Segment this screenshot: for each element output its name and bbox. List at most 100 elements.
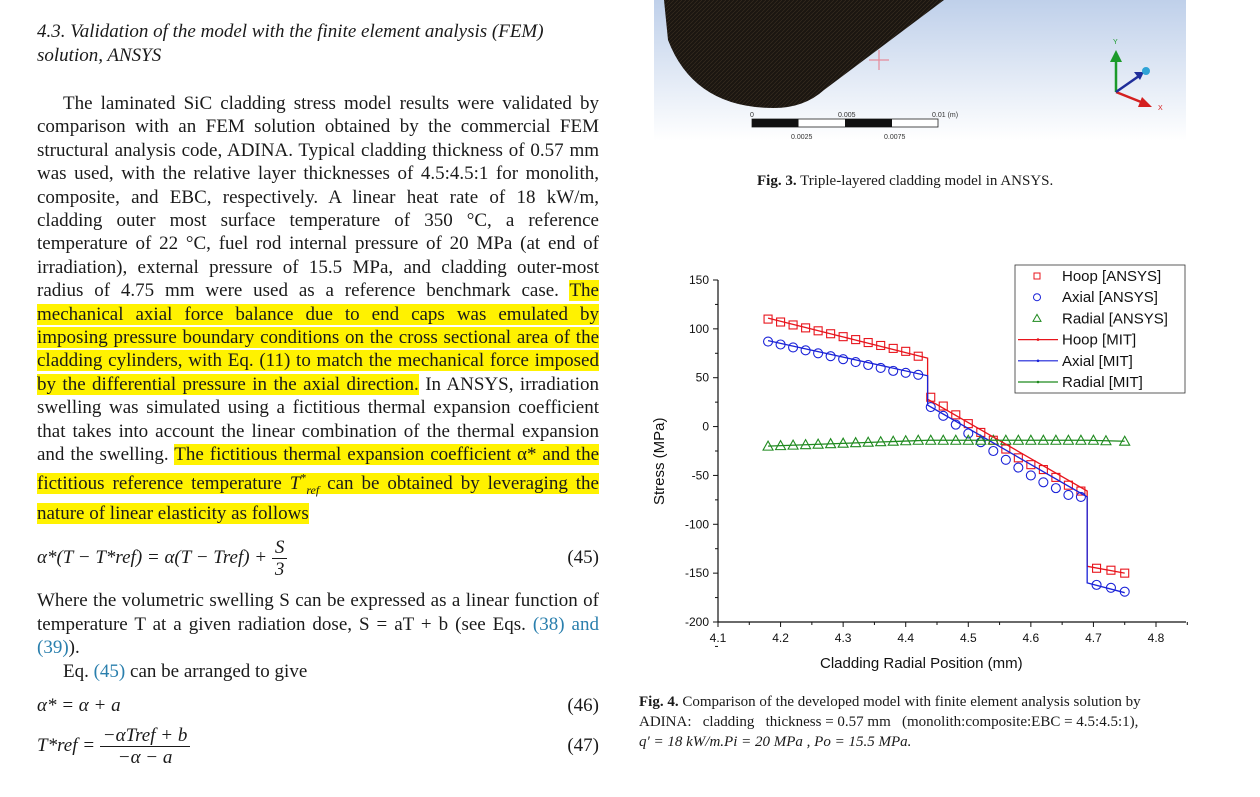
y-axis-label: Stress (MPa) [651, 417, 668, 505]
denominator: 3 [274, 559, 285, 581]
figure-3-caption: Fig. 3. Triple-layered cladding model in… [757, 171, 1053, 191]
section-heading-line1: 4.3. Validation of the model with the fi… [37, 21, 544, 42]
circle-marker [925, 401, 936, 413]
ref-subscript: ref [306, 482, 320, 497]
paragraph-text: Where the volumetric swelling S can be e… [37, 590, 599, 635]
square-marker [813, 326, 823, 336]
y-tick-label: 50 [696, 371, 710, 385]
circle-marker [938, 410, 949, 421]
circle-marker [1050, 483, 1061, 494]
equation-number: (46) [567, 695, 599, 717]
series-line [767, 339, 1125, 594]
square-marker [838, 332, 848, 342]
circle-marker [1091, 579, 1102, 590]
paragraph-text: The laminated SiC cladding stress model … [37, 93, 599, 302]
circle-marker [838, 354, 849, 365]
square-marker [1013, 453, 1023, 463]
y-tick-label: -150 [685, 566, 709, 580]
equation-reference-link[interactable]: (45) [93, 660, 126, 682]
legend-entry: Radial [MIT] [1062, 374, 1143, 391]
y-tick-label: -200 [685, 615, 709, 629]
numerator: S [271, 537, 288, 560]
x-tick-label: 4.3 [835, 631, 852, 645]
y-tick-label: -100 [685, 517, 709, 531]
equation-47: T*ref = −αTref + b −α − a (47) [37, 725, 599, 771]
paragraph-text: In ANSYS, irradiation swelling was simul… [37, 373, 599, 466]
caption-label: Fig. 3. [757, 173, 797, 189]
triangle-marker [899, 434, 912, 446]
square-marker [951, 410, 961, 420]
y-tick-label: 150 [689, 273, 709, 287]
equation-46-body: α* = α + a [37, 695, 121, 717]
highlighted-text-part: The fictitious thermal expansion coeffic… [37, 444, 600, 494]
crosshair-icon [869, 50, 889, 70]
square-marker [1026, 460, 1036, 470]
circle-marker [800, 345, 811, 356]
x-tick-label: 4.2 [772, 631, 789, 645]
paragraph-text: ). [68, 637, 80, 659]
scale-label: 0 [750, 112, 754, 119]
caption-text: Comparison of the developed model with f… [682, 694, 1141, 710]
t-ref-symbol: T [289, 472, 301, 494]
axis-triad-icon: Y X [1110, 39, 1163, 112]
equation-47-body: T*ref = −αTref + b −α − a [37, 725, 191, 769]
numerator: −αTref + b [99, 725, 191, 748]
scale-label: 0.01 (m) [932, 112, 958, 119]
paragraph-text: can be arranged to give [125, 660, 308, 682]
caption-text: Triple-layered cladding model in ANSYS. [800, 173, 1054, 189]
scale-label: 0.005 [838, 112, 856, 119]
x-tick-label: 4.4 [897, 631, 914, 645]
star-superscript: * [300, 470, 307, 485]
circle-marker [875, 362, 886, 373]
chart-plot-area [762, 314, 1131, 597]
highlighted-text-part: can be obtained by leveraging the nature… [37, 472, 599, 525]
circle-marker [863, 359, 874, 371]
paragraph-arranged: Eq. (45) can be arranged to give [37, 660, 599, 683]
equation-lhs: α*(T − T*ref) [37, 547, 143, 569]
circle-marker [1025, 470, 1036, 481]
y-tick-label: 0 [702, 420, 709, 434]
equation-46: α* = α + a (46) [37, 695, 599, 725]
denominator: −α − a [117, 747, 173, 769]
legend-entry: Axial [ANSYS] [1062, 289, 1158, 306]
circle-marker [1063, 489, 1074, 501]
circle-marker [850, 357, 861, 368]
x-tick-label: 4.1 [710, 631, 727, 645]
triangle-marker [887, 435, 900, 446]
fraction: −αTref + b −α − a [99, 725, 191, 769]
equation-lhs: T*ref = [37, 734, 96, 756]
section-heading-line2: solution, ANSYS [37, 45, 162, 66]
circle-marker [900, 367, 911, 378]
series-line [767, 317, 1125, 574]
triangle-marker [874, 435, 887, 447]
axis-label-y: Y [1113, 39, 1118, 46]
circle-marker [1000, 454, 1011, 465]
circle-marker [975, 437, 986, 448]
series-line [768, 439, 1125, 447]
caption-label: Fig. 4. [639, 694, 679, 710]
caption-text: q′ = 18 kW/m.Pi = 20 MPa , Po = 15.5 MPa… [639, 734, 912, 750]
square-marker [1063, 480, 1073, 490]
scale-label: 0.0025 [791, 134, 813, 141]
x-axis-label: Cladding Radial Position (mm) [820, 655, 1023, 672]
square-marker [1001, 444, 1011, 454]
x-tick-label: 4.8 [1148, 631, 1165, 645]
triangle-marker [912, 434, 925, 445]
figure-4-caption: Fig. 4. Comparison of the developed mode… [639, 692, 1204, 752]
equation-reference-link[interactable]: (38) and (39) [37, 613, 599, 659]
x-tick-label: 4.6 [1023, 631, 1040, 645]
circle-marker [1013, 462, 1024, 473]
legend-entry: Hoop [ANSYS] [1062, 268, 1161, 285]
x-tick-label: 4.5 [960, 631, 977, 645]
x-tick-label: 4.7 [1085, 631, 1102, 645]
square-marker [963, 419, 973, 429]
y-tick-label: -50 [692, 468, 710, 482]
chart-legend: Hoop [ANSYS] Axial [ANSYS] Radial [ANSYS] H… [1014, 264, 1186, 394]
circle-marker [825, 351, 836, 362]
paragraph-validation: The laminated SiC cladding stress model … [37, 92, 600, 525]
